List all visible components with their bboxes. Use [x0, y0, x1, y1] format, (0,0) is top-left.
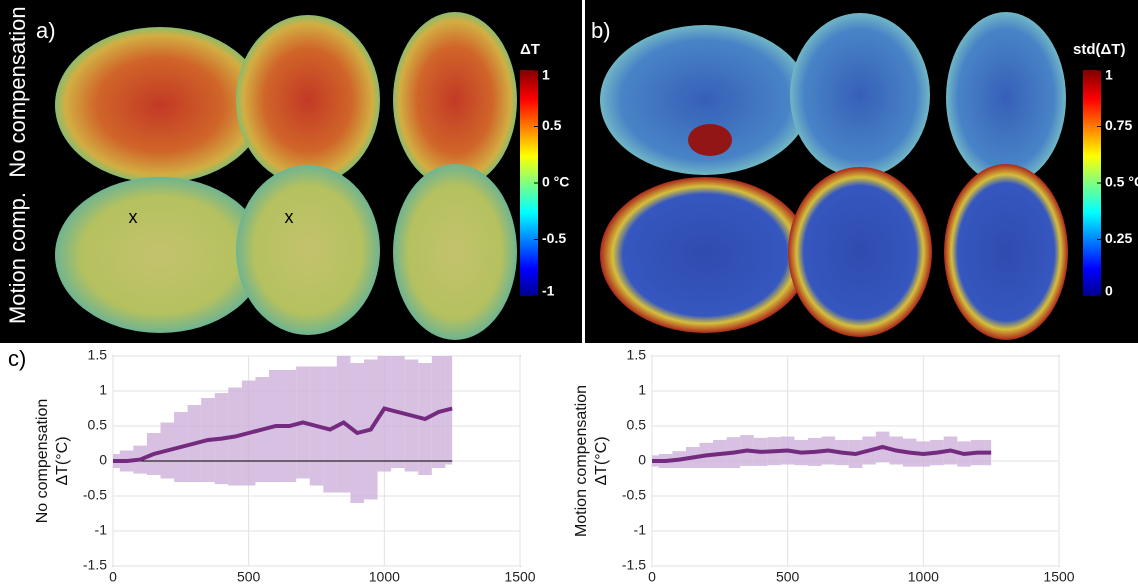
x-tick-label: 1000 [908, 569, 939, 585]
colorbar-title: std(ΔT) [1073, 41, 1125, 58]
brain-slices-b [600, 12, 1068, 340]
y-tick-label: -1 [95, 522, 108, 538]
y-axis-label: Motion compensation [573, 385, 590, 537]
panel-label: c) [8, 346, 26, 371]
panel-label: a) [36, 18, 56, 43]
y-tick-label: 0 [638, 452, 646, 468]
row-label: No compensation [5, 6, 30, 177]
y-tick-label: 1 [99, 382, 107, 398]
row-label: Motion comp. [5, 192, 30, 324]
colorbar-tick-label: 0 °C [542, 174, 569, 190]
colorbar-tick-label: 1 [542, 67, 550, 83]
colorbar-tick-label: -1 [542, 283, 555, 299]
y-tick-label: -0.5 [83, 487, 107, 503]
y-axis-label: ΔT(°C) [593, 436, 610, 485]
colorbar [1083, 70, 1101, 296]
y-tick-label: 0.5 [88, 417, 108, 433]
y-axis-label: ΔT(°C) [54, 436, 71, 485]
colorbar-tick-label: 0.5 °C [1105, 174, 1138, 190]
colorbar-tick-label: 0.5 [542, 117, 562, 133]
y-tick-label: 1 [638, 382, 646, 398]
panel-divider [582, 0, 585, 343]
x-tick-label: 500 [776, 569, 800, 585]
y-tick-label: 0.5 [627, 417, 647, 433]
y-tick-label: -0.5 [622, 487, 646, 503]
colorbar-tick-label: 0.25 [1105, 230, 1132, 246]
series [113, 356, 453, 503]
panel-label: b) [591, 18, 611, 43]
series [652, 431, 992, 468]
x-tick-label: 1000 [369, 569, 400, 585]
y-axis-label: No compensation [34, 399, 51, 524]
x-tick-label: 0 [109, 569, 117, 585]
colorbar-tick-label: 0 [1105, 283, 1113, 299]
marker: x [285, 207, 294, 227]
x-tick-label: 500 [237, 569, 261, 585]
marker: x [129, 207, 138, 227]
x-tick-label: 1500 [504, 569, 535, 585]
colorbar-title: ΔT [520, 41, 540, 58]
colorbar-tick-label: 0.75 [1105, 117, 1132, 133]
y-tick-label: -1.5 [622, 557, 646, 573]
y-tick-label: -1.5 [83, 557, 107, 573]
error-band [377, 356, 392, 472]
y-tick-label: 1.5 [88, 347, 108, 363]
colorbar-tick-label: -0.5 [542, 230, 566, 246]
y-tick-label: -1 [634, 522, 647, 538]
brain-slices-a [55, 12, 517, 340]
mean-line [113, 406, 453, 463]
colorbar [520, 70, 538, 296]
y-tick-label: 1.5 [627, 347, 647, 363]
y-tick-label: 0 [99, 452, 107, 468]
colorbar-tick-label: 1 [1105, 67, 1113, 83]
x-tick-label: 0 [648, 569, 656, 585]
mean-line [652, 444, 992, 463]
x-tick-label: 1500 [1043, 569, 1074, 585]
